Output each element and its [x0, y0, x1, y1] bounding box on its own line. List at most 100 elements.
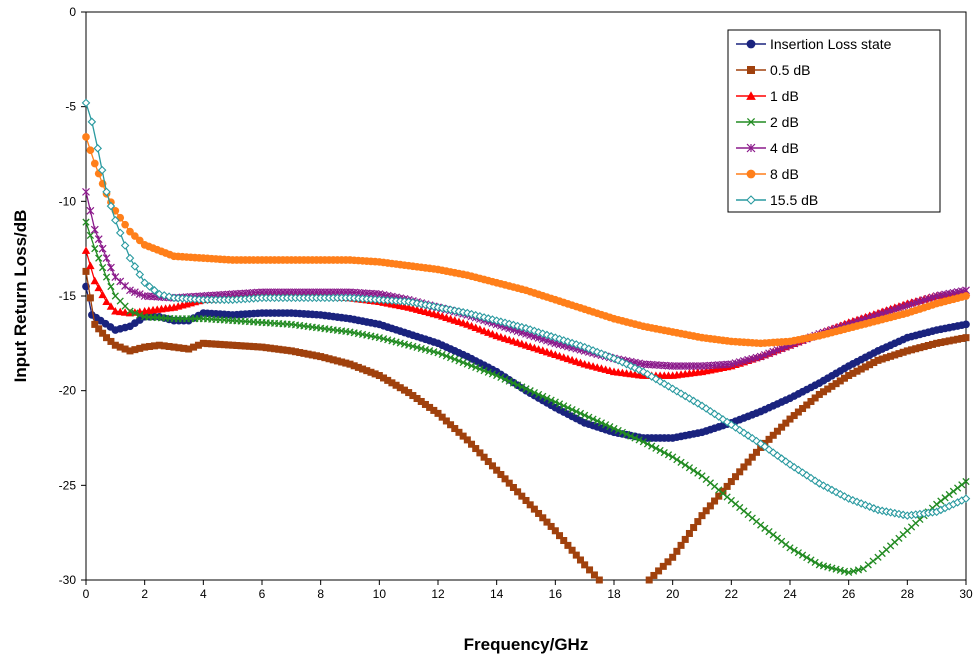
data-point: [91, 245, 99, 253]
data-point: [899, 348, 907, 356]
data-point: [204, 340, 212, 348]
data-point: [866, 361, 874, 369]
data-point: [199, 339, 207, 347]
data-point: [840, 567, 849, 575]
data-point: [125, 253, 135, 263]
data-point: [882, 354, 890, 362]
data-point: [131, 309, 139, 317]
data-point: [941, 338, 949, 346]
legend-item: 2 dB: [736, 114, 799, 130]
data-point: [907, 300, 916, 309]
data-point: [715, 492, 723, 500]
data-point: [94, 235, 103, 244]
data-point: [736, 468, 744, 476]
data-point: [786, 415, 794, 423]
data-point: [514, 381, 522, 389]
y-tick-label: -15: [59, 289, 77, 303]
data-point: [493, 371, 501, 380]
data-point: [220, 341, 228, 349]
data-point: [208, 340, 216, 348]
data-point: [698, 512, 706, 520]
data-point: [581, 411, 589, 419]
legend-label: 0.5 dB: [770, 62, 810, 78]
data-point: [400, 386, 408, 394]
data-point: [190, 343, 198, 351]
data-point: [430, 406, 438, 414]
data-point: [522, 385, 530, 393]
data-point: [920, 296, 929, 304]
data-point: [530, 388, 538, 397]
legend-item: 15.5 dB: [736, 192, 818, 208]
data-point: [576, 556, 584, 564]
data-point: [928, 293, 937, 302]
data-point: [150, 342, 158, 350]
data-point: [82, 267, 90, 275]
data-point: [497, 471, 505, 479]
data-point: [778, 423, 786, 431]
data-point: [760, 351, 769, 359]
data-point: [840, 374, 848, 382]
data-point: [614, 426, 622, 435]
data-point: [786, 544, 794, 552]
data-point: [859, 565, 867, 573]
data-point: [656, 446, 664, 455]
data-point: [551, 398, 559, 406]
x-tick-label: 6: [259, 587, 266, 601]
legend-box: [727, 29, 941, 213]
data-point: [655, 567, 663, 575]
data-point: [895, 350, 903, 358]
data-point: [250, 343, 258, 351]
data-point: [116, 343, 124, 351]
data-point: [962, 320, 970, 329]
data-point: [711, 497, 719, 505]
data-point: [421, 400, 429, 408]
tick-labels: 0 2 4 6 8 10 12 14 16 18 20 22 24 26 28 300-5-10-15-20-…: [59, 5, 973, 601]
data-point: [819, 562, 828, 570]
data-point: [140, 278, 149, 288]
data-point: [631, 434, 639, 442]
data-point: [102, 187, 111, 197]
data-point: [752, 448, 760, 456]
data-point: [761, 524, 769, 532]
legend-label: 2 dB: [770, 114, 799, 130]
data-point: [832, 380, 840, 388]
data-point: [756, 352, 765, 361]
data-point: [790, 546, 798, 554]
data-point: [99, 263, 107, 272]
data-point: [102, 273, 111, 281]
data-point: [669, 453, 677, 461]
data-point: [145, 282, 154, 291]
data-point: [430, 348, 438, 356]
data-point: [388, 337, 396, 345]
data-point: [920, 343, 928, 351]
data-point: [522, 496, 530, 504]
data-point: [98, 290, 107, 299]
data-point: [874, 356, 882, 364]
data-point: [694, 469, 702, 477]
data-point: [392, 381, 400, 389]
data-point: [375, 372, 383, 380]
data-point: [392, 338, 400, 346]
data-point: [287, 347, 295, 355]
data-point: [241, 342, 249, 350]
data-point: [748, 453, 756, 461]
data-point: [954, 484, 962, 492]
data-point: [746, 91, 756, 100]
data-point: [694, 518, 702, 526]
data-point: [765, 527, 773, 536]
data-point: [514, 488, 522, 496]
data-point: [405, 341, 413, 349]
data-point: [887, 352, 895, 360]
data-point: [90, 225, 99, 234]
data-point: [229, 341, 237, 349]
data-point: [702, 507, 710, 515]
data-point: [769, 531, 777, 539]
data-point: [136, 344, 144, 352]
data-point: [845, 372, 853, 380]
data-point: [798, 551, 807, 559]
data-point: [660, 448, 668, 457]
data-point: [95, 325, 103, 333]
data-point: [962, 292, 970, 300]
data-point: [82, 218, 90, 226]
data-point: [98, 244, 107, 253]
